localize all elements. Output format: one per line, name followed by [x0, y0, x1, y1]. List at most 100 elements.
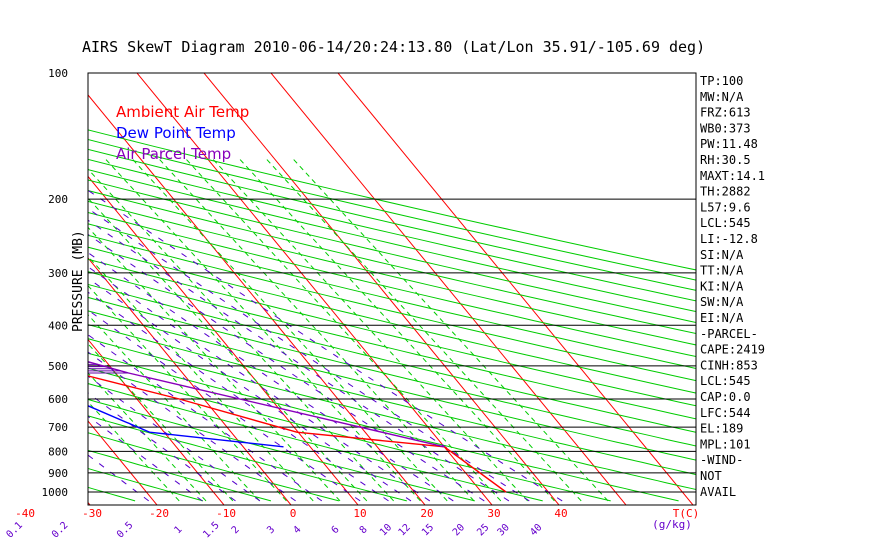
index-label: L57:9.6	[700, 200, 751, 214]
index-label: SI:N/A	[700, 248, 744, 262]
dry-adiabat-line	[88, 211, 696, 358]
dry-adiabat-line	[88, 432, 340, 502]
bottom-temp-tick-label: -10	[216, 507, 236, 520]
dry-adiabat-line	[88, 338, 696, 491]
mixing-ratio-tick-label: 12	[397, 522, 413, 538]
bottom-temp-tick-label: -30	[82, 507, 102, 520]
isotherm-line	[0, 53, 37, 522]
mixing-ratio-tick-label: 1.5	[201, 520, 222, 541]
legend-entry: Air Parcel Temp	[116, 145, 231, 163]
mixing-ratio-line	[88, 233, 485, 502]
mixing-ratio-tick-label: 6	[330, 524, 342, 536]
mixing-ratio-tick-label: 0.1	[4, 520, 25, 541]
index-label: TP:100	[700, 74, 743, 88]
index-label: LI:-12.8	[700, 232, 758, 246]
mixing-ratio-tick-label: 0.5	[115, 520, 136, 541]
moist-adiabat-line	[88, 168, 394, 502]
moist-adiabat-line	[185, 158, 502, 502]
mixing-ratio-unit-label: (g/kg)	[652, 518, 692, 531]
mixing-ratio-line	[88, 334, 323, 502]
isotherm-line	[203, 73, 560, 505]
moist-adiabat-line	[88, 284, 287, 502]
dry-adiabat-line	[88, 258, 696, 407]
axis-ticks: 1002003004005006007008009001000-120-110-…	[4, 67, 699, 541]
legend: Ambient Air Temp Dew Point Temp Air Parcel…	[116, 103, 249, 163]
pressure-tick-label: 1000	[42, 486, 69, 499]
dry-adiabat-line	[88, 246, 696, 394]
moist-adiabat-line	[88, 313, 260, 502]
pressure-tick-label: 400	[48, 319, 68, 332]
mixing-ratio-tick-label: 25	[475, 522, 491, 538]
index-label: TH:2882	[700, 185, 751, 199]
isotherm-line	[88, 175, 359, 505]
mixing-ratio-line	[88, 189, 563, 502]
mixing-ratio-tick-label: 30	[496, 522, 512, 538]
mixing-ratio-tick-label: 20	[451, 522, 467, 538]
dry-adiabat-line	[88, 200, 696, 346]
dry-adiabat-line	[88, 179, 696, 323]
mixing-ratio-tick-label: 15	[420, 522, 436, 538]
pressure-tick-label: 700	[48, 421, 68, 434]
isotherm-line	[270, 73, 627, 505]
pressure-tick-label: 900	[48, 467, 68, 480]
index-label: RH:30.5	[700, 153, 751, 167]
moist-adiabat-line	[88, 401, 180, 502]
index-label: MW:N/A	[700, 90, 744, 104]
moist-adiabat-line	[211, 158, 528, 502]
mixing-ratio-tick-label: 0.2	[50, 520, 71, 541]
mixing-ratio-line	[88, 208, 530, 502]
index-label: KI:N/A	[700, 279, 744, 293]
dry-adiabat-line	[88, 190, 696, 335]
mixing-ratio-line	[88, 219, 510, 502]
mixing-ratio-line	[88, 375, 261, 502]
dry-adiabat-line	[88, 367, 611, 502]
mixing-ratio-line	[88, 351, 296, 502]
dry-adiabat-line	[88, 223, 696, 369]
dry-adiabat-line	[88, 139, 696, 281]
dry-adiabat-line	[88, 234, 696, 382]
y-axis-label: PRESSURE (MB)	[71, 230, 86, 332]
isotherm-line	[136, 73, 493, 505]
pressure-tick-label: 500	[48, 360, 68, 373]
mixing-ratio-tick-label: 2	[230, 524, 242, 536]
mixing-ratio-tick-label: 3	[265, 524, 277, 536]
index-label: SW:N/A	[700, 295, 744, 309]
bottom-temp-tick-label: 20	[420, 507, 433, 520]
index-label: MPL:101	[700, 437, 751, 451]
dry-adiabat-line	[88, 158, 696, 302]
dry-adiabat-line	[88, 324, 696, 476]
dry-adiabat-line	[88, 398, 475, 502]
pressure-tick-label: 600	[48, 393, 68, 406]
dry-adiabat-line	[88, 296, 696, 447]
dry-adiabat-line	[88, 467, 204, 502]
bottom-temp-tick-label: 30	[487, 507, 500, 520]
index-label: MAXT:14.1	[700, 169, 765, 183]
dry-adiabat-line	[88, 310, 696, 461]
index-label: -PARCEL-	[700, 327, 758, 341]
isotherm-line	[88, 338, 225, 505]
mixing-ratio-tick-label: 40	[528, 522, 544, 538]
series-line-ambient-air-temp	[88, 375, 507, 493]
bottom-temp-tick-label: 40	[554, 507, 567, 520]
dry-adiabat-line	[88, 283, 696, 433]
moist-adiabat-line	[88, 372, 207, 502]
index-label: TT:N/A	[700, 264, 744, 278]
index-label: LFC:544	[700, 406, 751, 420]
mixing-ratio-tick-label: 1	[173, 524, 185, 536]
index-label: CAPE:2419	[700, 343, 765, 357]
index-label: CAP:0.0	[700, 390, 751, 404]
index-label: -WIND-	[700, 453, 743, 467]
plot-frame	[87, 72, 697, 506]
mixing-ratio-tick-label: 4	[291, 524, 303, 536]
index-label: WB0:373	[700, 121, 751, 135]
dry-adiabat-line	[88, 352, 679, 502]
pressure-tick-label: 300	[48, 267, 68, 280]
index-label: LCL:545	[700, 216, 751, 230]
series-line-air-parcel-temp	[88, 360, 445, 448]
grid-lines	[0, 53, 696, 522]
dry-adiabat-line	[88, 129, 696, 271]
index-label: EI:N/A	[700, 311, 744, 325]
dry-adiabat-line	[88, 415, 407, 502]
index-label: EL:189	[700, 422, 743, 436]
